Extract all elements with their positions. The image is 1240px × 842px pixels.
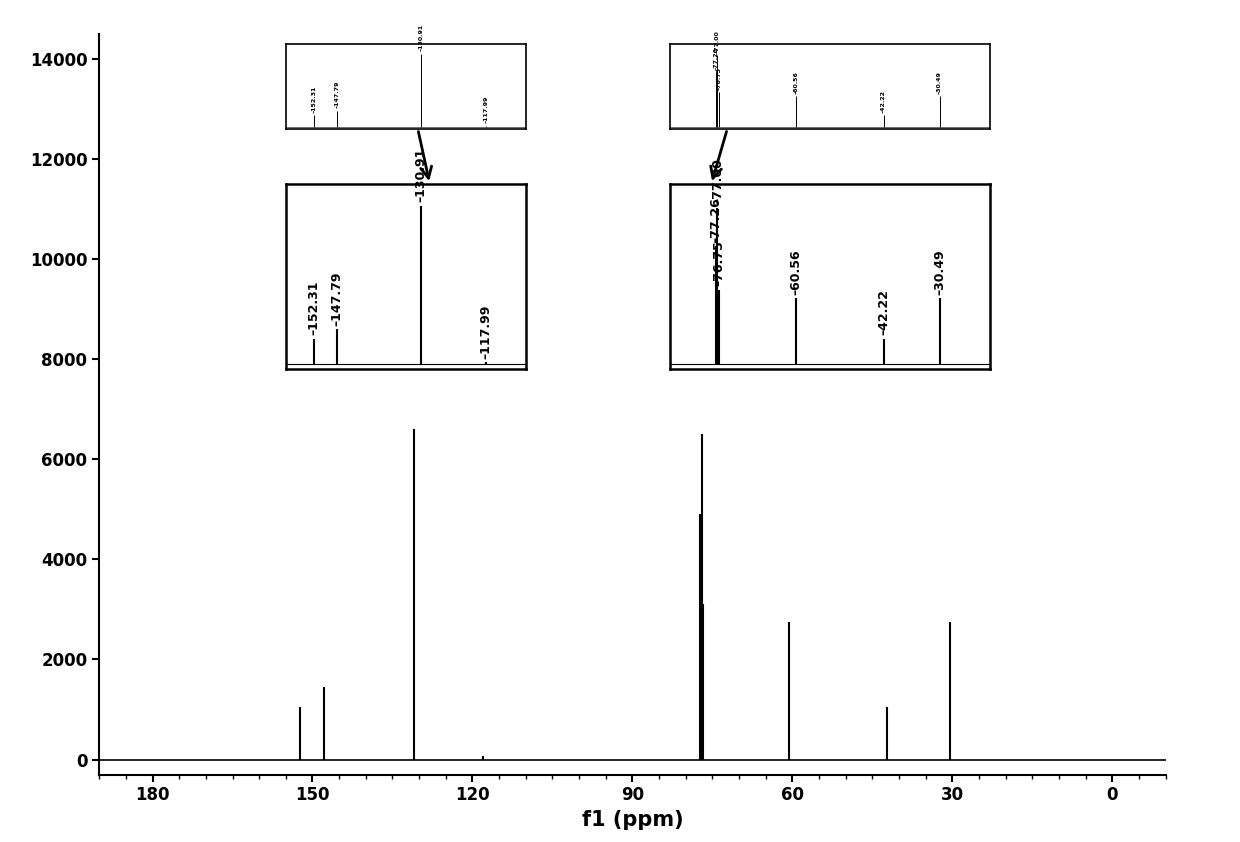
Text: –60.56: –60.56	[794, 71, 799, 94]
Text: –77.26: –77.26	[709, 197, 723, 242]
Text: –77.26: –77.26	[714, 47, 719, 70]
Text: –77.00: –77.00	[715, 29, 720, 52]
Text: –42.22: –42.22	[882, 90, 887, 113]
Text: –117.99: –117.99	[484, 96, 489, 124]
Text: –30.49: –30.49	[937, 71, 942, 94]
Text: –130.91: –130.91	[414, 147, 428, 202]
Text: –152.31: –152.31	[311, 85, 316, 113]
Text: –60.56: –60.56	[790, 249, 802, 295]
Text: –42.22: –42.22	[877, 290, 890, 335]
Text: –76.75: –76.75	[717, 67, 722, 90]
Text: –147.79: –147.79	[330, 271, 343, 326]
Text: –76.75: –76.75	[712, 240, 725, 286]
Text: –77.00: –77.00	[711, 158, 724, 205]
Text: –130.91: –130.91	[419, 24, 424, 51]
Text: –30.49: –30.49	[932, 249, 946, 295]
Text: –147.79: –147.79	[335, 81, 340, 109]
X-axis label: f1 (ppm): f1 (ppm)	[582, 810, 683, 830]
Text: –152.31: –152.31	[308, 281, 321, 335]
Text: –117.99: –117.99	[480, 305, 492, 359]
